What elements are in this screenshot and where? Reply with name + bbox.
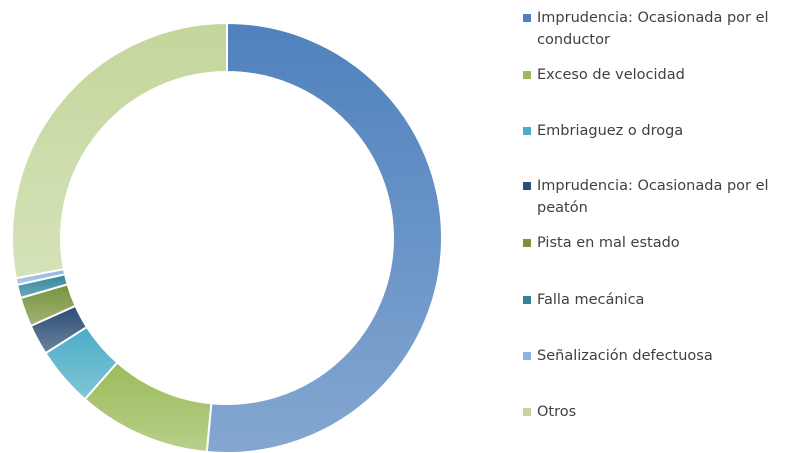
legend-swatch xyxy=(523,127,531,135)
legend-item: Imprudencia: Ocasionada por el conductor xyxy=(520,7,788,51)
legend-swatch xyxy=(523,408,531,416)
legend-item: Señalización defectuosa xyxy=(520,345,788,367)
donut-slice xyxy=(11,21,228,280)
legend-label: Imprudencia: Ocasionada por el conductor xyxy=(537,10,769,48)
legend-label: Pista en mal estado xyxy=(537,235,680,251)
donut-slice xyxy=(205,21,443,453)
legend-label: Otros xyxy=(537,404,577,420)
legend-item: Embriaguez o droga xyxy=(520,120,788,142)
donut-chart xyxy=(11,21,443,453)
legend-swatch xyxy=(523,182,531,190)
legend-label: Imprudencia: Ocasionada por el peatón xyxy=(537,178,769,216)
legend-label: Exceso de velocidad xyxy=(537,67,685,83)
legend-item: Otros xyxy=(520,401,788,423)
legend-swatch xyxy=(523,71,531,79)
legend-item: Imprudencia: Ocasionada por el peatón xyxy=(520,175,788,219)
legend-label: Falla mecánica xyxy=(537,292,645,308)
legend-swatch xyxy=(523,239,531,247)
legend-item: Pista en mal estado xyxy=(520,232,788,254)
legend-item: Exceso de velocidad xyxy=(520,64,788,86)
legend-label: Embriaguez o droga xyxy=(537,123,684,139)
legend-swatch xyxy=(523,14,531,22)
legend-swatch xyxy=(523,352,531,360)
legend-swatch xyxy=(523,296,531,304)
legend-item: Falla mecánica xyxy=(520,289,788,311)
legend-label: Señalización defectuosa xyxy=(537,348,713,364)
